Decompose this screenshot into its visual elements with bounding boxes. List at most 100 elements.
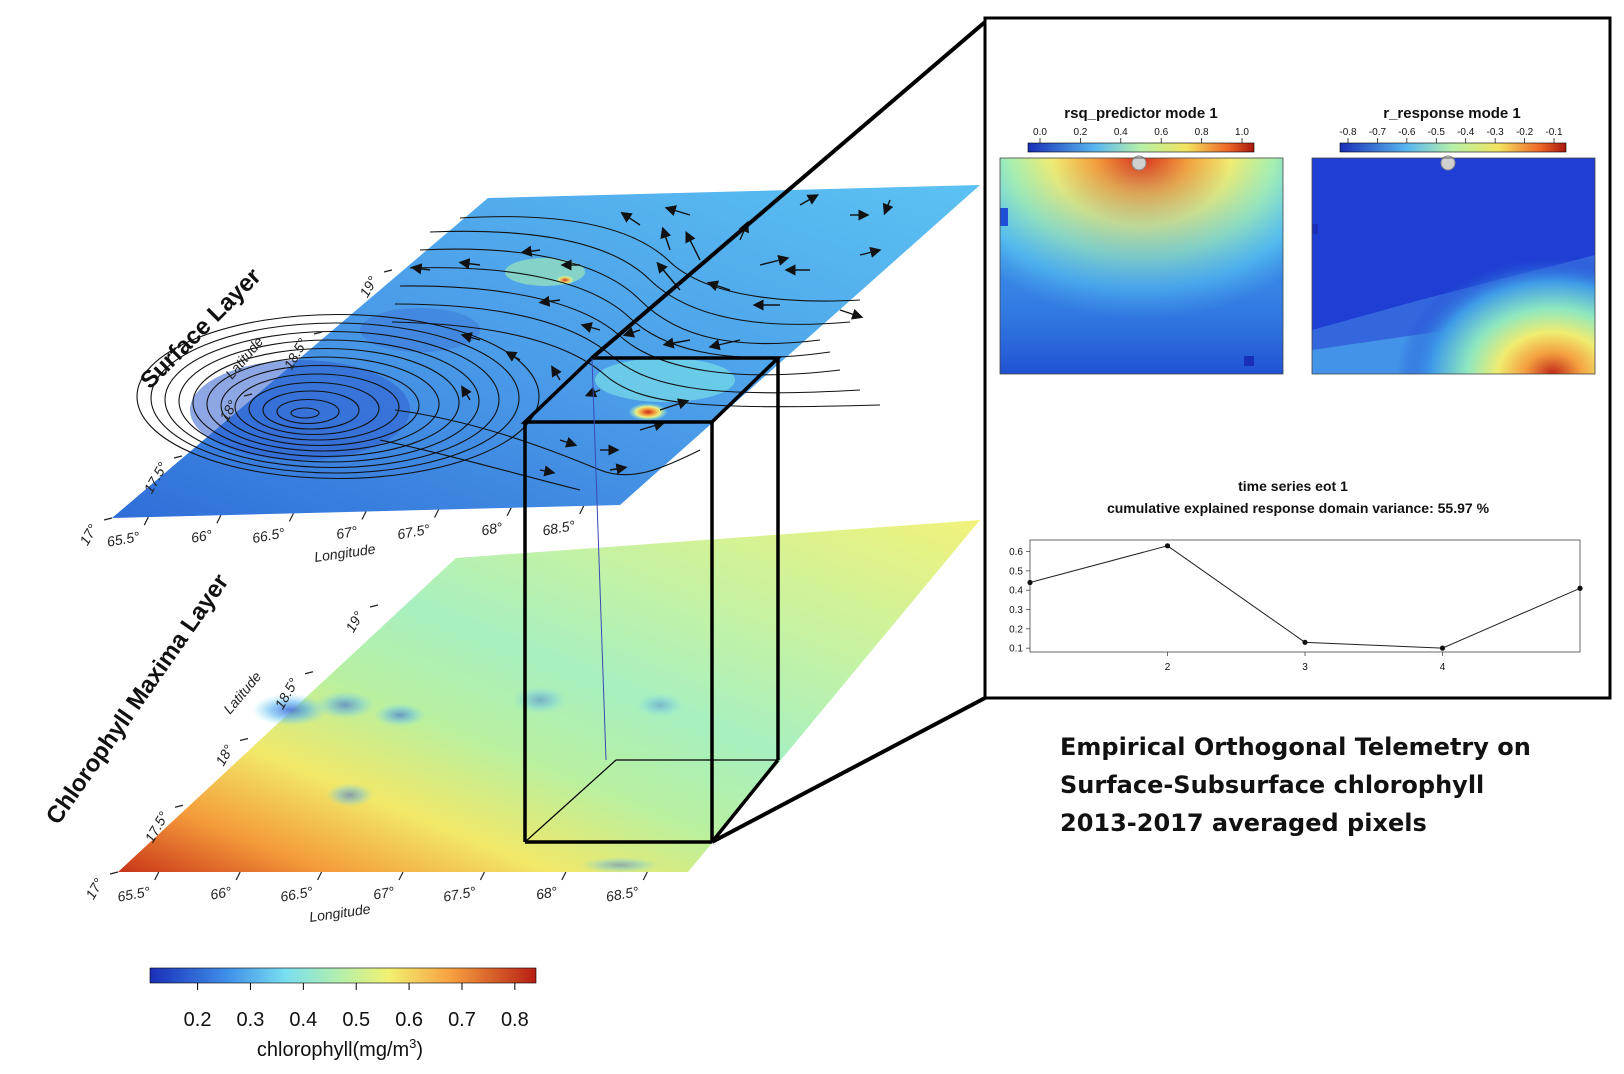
- surface-lon-ticks: 65.5° 66° 66.5° 67° 67.5° 68° 68.5°: [106, 505, 585, 550]
- colorbar-gradient: [149, 967, 537, 984]
- surface-lon-tick-mark: [506, 507, 512, 517]
- r-tick-label: -0.2: [1516, 127, 1534, 138]
- timeseries-chart: 0.1 0.2 0.3 0.4 0.5 0.6 2 3 4: [1009, 539, 1583, 673]
- extraction-column: [520, 356, 783, 844]
- chlorophyll-lon-tick-mark: [154, 871, 160, 881]
- chlorophyll-lat-tick-mark: [174, 804, 184, 808]
- current-arrow: [461, 385, 472, 401]
- eddy-ring: [178, 339, 480, 463]
- colorbar-tick-label: 0.4: [289, 1009, 317, 1031]
- colorbar-tick-label: 0.2: [184, 1009, 212, 1031]
- chlorophyll-blue-patch: [252, 694, 328, 726]
- eddy-ring: [276, 398, 340, 425]
- chlorophyll-blue-patch: [326, 783, 374, 807]
- r-panel-title: r_response mode 1: [1383, 105, 1521, 122]
- eddy-ring: [290, 407, 320, 419]
- caption-line-3: 2013-2017 averaged pixels: [1060, 809, 1427, 837]
- chlorophyll-lat-tick-mark: [109, 871, 119, 875]
- surface-lat-tick-mark: [173, 455, 183, 459]
- r-tick-label: -0.1: [1545, 127, 1563, 138]
- surface-lat-tick-mark: [243, 393, 253, 397]
- colorbar-tick-label: 0.3: [237, 1009, 265, 1031]
- chlorophyll-blue-patch: [374, 703, 426, 727]
- caption-line-1: Empirical Orthogonal Telemetry on: [1060, 733, 1531, 761]
- ts-x-tick-label: 4: [1440, 662, 1446, 673]
- chlorophyll-blue-patch: [636, 693, 684, 717]
- current-arrow: [410, 263, 431, 275]
- eddy-ring: [192, 347, 460, 458]
- chlorophyll-lon-tick-mark: [642, 871, 648, 881]
- colorbar-tick-label: 0.6: [395, 1009, 423, 1031]
- current-arrow: [882, 199, 894, 216]
- callout-lines: [590, 20, 987, 844]
- eddy-ring: [248, 381, 380, 436]
- chlorophyll-lon-tick-label: 66°: [209, 883, 233, 903]
- chlorophyll-lon-tick-label: 68°: [535, 883, 559, 903]
- surface-lon-tick-label: 67°: [335, 523, 359, 543]
- rsq-colorbar-ticks: 0.0 0.2 0.4 0.6 0.8 1.0: [1033, 127, 1249, 143]
- chlorophyll-lat-tick-mark: [239, 737, 249, 742]
- current-arrow: [584, 386, 601, 398]
- rsq-tick-label: 0.2: [1073, 127, 1087, 138]
- chlorophyll-lat-tick-label: 18°: [212, 742, 237, 769]
- colorbar-ticks: 0.2 0.3 0.4 0.5 0.6 0.7 0.8: [184, 983, 529, 1031]
- chlorophyll-lon-tick-mark: [398, 871, 404, 881]
- surface-blue-patch: [360, 308, 480, 352]
- ts-x-tick-label: 2: [1165, 662, 1171, 673]
- rsq-panel-title: rsq_predictor mode 1: [1064, 105, 1217, 122]
- figure-caption: Empirical Orthogonal Telemetry on Surfac…: [1060, 728, 1600, 842]
- ts-point: [1302, 639, 1308, 645]
- chlorophyll-lon-ticks: 65.5° 66° 66.5° 67° 67.5° 68° 68.5°: [116, 871, 648, 905]
- r-tick-label: -0.3: [1487, 127, 1505, 138]
- chlorophyll-lat-tick-mark: [304, 671, 314, 675]
- ts-point: [1439, 645, 1446, 651]
- current-arrow: [520, 245, 541, 257]
- chlorophyll-lon-tick-label: 68.5°: [605, 883, 641, 905]
- chlorophyll-blue-patch: [315, 691, 375, 719]
- chlorophyll-colorbar: 0.2 0.3 0.4 0.5 0.6 0.7 0.8 chlorophyll(mg/m3): [149, 967, 537, 1061]
- current-arrow: [539, 465, 556, 477]
- chlorophyll-layer: 17°17.5°18°18.5°19° 65.5° 66° 66.5° 67° 67.5…: [41, 520, 980, 925]
- rsq-tick-label: 0.4: [1114, 127, 1128, 138]
- ts-point: [1164, 543, 1171, 549]
- ts-y-tick-label: 0.1: [1009, 644, 1023, 655]
- colorbar-label: chlorophyll(mg/m3): [257, 1036, 423, 1061]
- surface-eddy-core: [190, 360, 410, 460]
- r-colorbar: [1339, 142, 1567, 153]
- current-arrow: [685, 230, 701, 261]
- current-arrow: [620, 211, 641, 226]
- current-arrow: [839, 308, 864, 320]
- current-arrow: [659, 398, 690, 411]
- current-arrow: [551, 365, 562, 381]
- surface-eddy-streamlines: [136, 313, 540, 480]
- chlorophyll-lon-axis-label: Longitude: [308, 901, 371, 925]
- surface-lon-tick-mark: [579, 505, 585, 515]
- timeseries-title: time series eot 1: [1238, 478, 1348, 494]
- current-arrow: [538, 295, 561, 307]
- variance-text: cumulative explained response domain var…: [1107, 500, 1490, 516]
- surface-lat-tick-mark: [313, 331, 323, 335]
- surface-lon-tick-label: 66°: [190, 526, 214, 546]
- current-arrow: [580, 322, 601, 333]
- ts-y-tick-label: 0.5: [1009, 566, 1023, 577]
- surface-lon-tick-mark: [143, 516, 149, 526]
- surface-lon-tick-mark: [361, 511, 367, 520]
- ts-y-tick-label: 0.2: [1009, 624, 1023, 635]
- caption-line-2: Surface-Subsurface chlorophyll: [1060, 771, 1485, 799]
- eddy-ring: [150, 322, 520, 474]
- current-arrow: [622, 326, 641, 338]
- surface-lat-tick-mark: [103, 517, 113, 521]
- ts-point: [1577, 585, 1583, 591]
- surface-hotspot: [628, 403, 668, 421]
- chlorophyll-lon-tick-mark: [235, 871, 241, 881]
- surface-green-patch: [595, 358, 735, 402]
- rsq-tick-label: 0.6: [1154, 127, 1168, 138]
- ts-y-tick-label: 0.4: [1009, 586, 1023, 597]
- current-arrow: [662, 337, 691, 349]
- r-map-marker: [1440, 155, 1456, 171]
- current-arrow: [660, 226, 672, 251]
- surface-lon-tick-mark: [288, 513, 294, 522]
- current-arrow: [639, 420, 666, 431]
- chlorophyll-lat-tick-label: 17°: [82, 875, 107, 902]
